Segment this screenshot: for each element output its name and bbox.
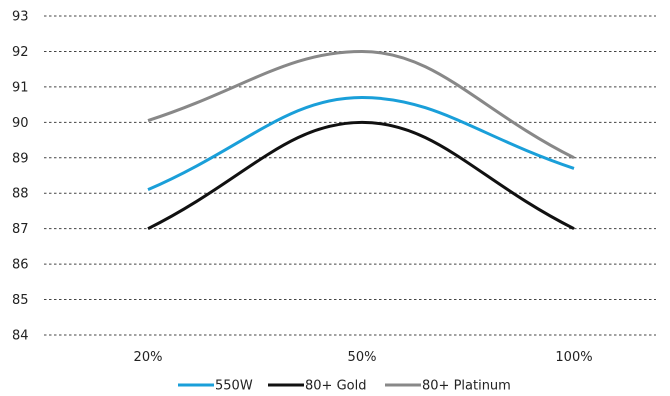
x-tick-label: 50%: [348, 350, 377, 365]
series-lines: [147, 49, 575, 231]
y-tick-label: 90: [12, 116, 29, 131]
y-tick-label: 86: [12, 258, 29, 273]
legend-label-80-platinum: 80+ Platinum: [422, 379, 511, 394]
y-tick-label: 89: [12, 151, 29, 166]
series-line-80-platinum: [147, 49, 575, 160]
y-tick-label: 92: [12, 45, 29, 60]
y-tick-label: 93: [12, 10, 29, 25]
legend: 550W 80+ Gold 80+ Platinum: [178, 379, 511, 394]
y-tick-label: 84: [12, 329, 29, 344]
y-tick-label: 91: [12, 80, 29, 95]
y-axis-ticks: 84 85 86 87 88 89 90 91 92 93: [12, 10, 29, 344]
x-axis-ticks: 20% 50% 100%: [134, 350, 593, 365]
legend-label-550w: 550W: [215, 379, 253, 394]
series-line-550w: [147, 96, 575, 192]
x-tick-label: 20%: [134, 350, 163, 365]
legend-label-80-gold: 80+ Gold: [305, 379, 366, 394]
y-tick-label: 87: [12, 222, 29, 237]
y-tick-label: 88: [12, 187, 29, 202]
y-tick-label: 85: [12, 293, 29, 308]
gridlines: [44, 15, 656, 336]
series-line-80-gold: [147, 120, 575, 231]
x-tick-label: 100%: [555, 350, 592, 365]
